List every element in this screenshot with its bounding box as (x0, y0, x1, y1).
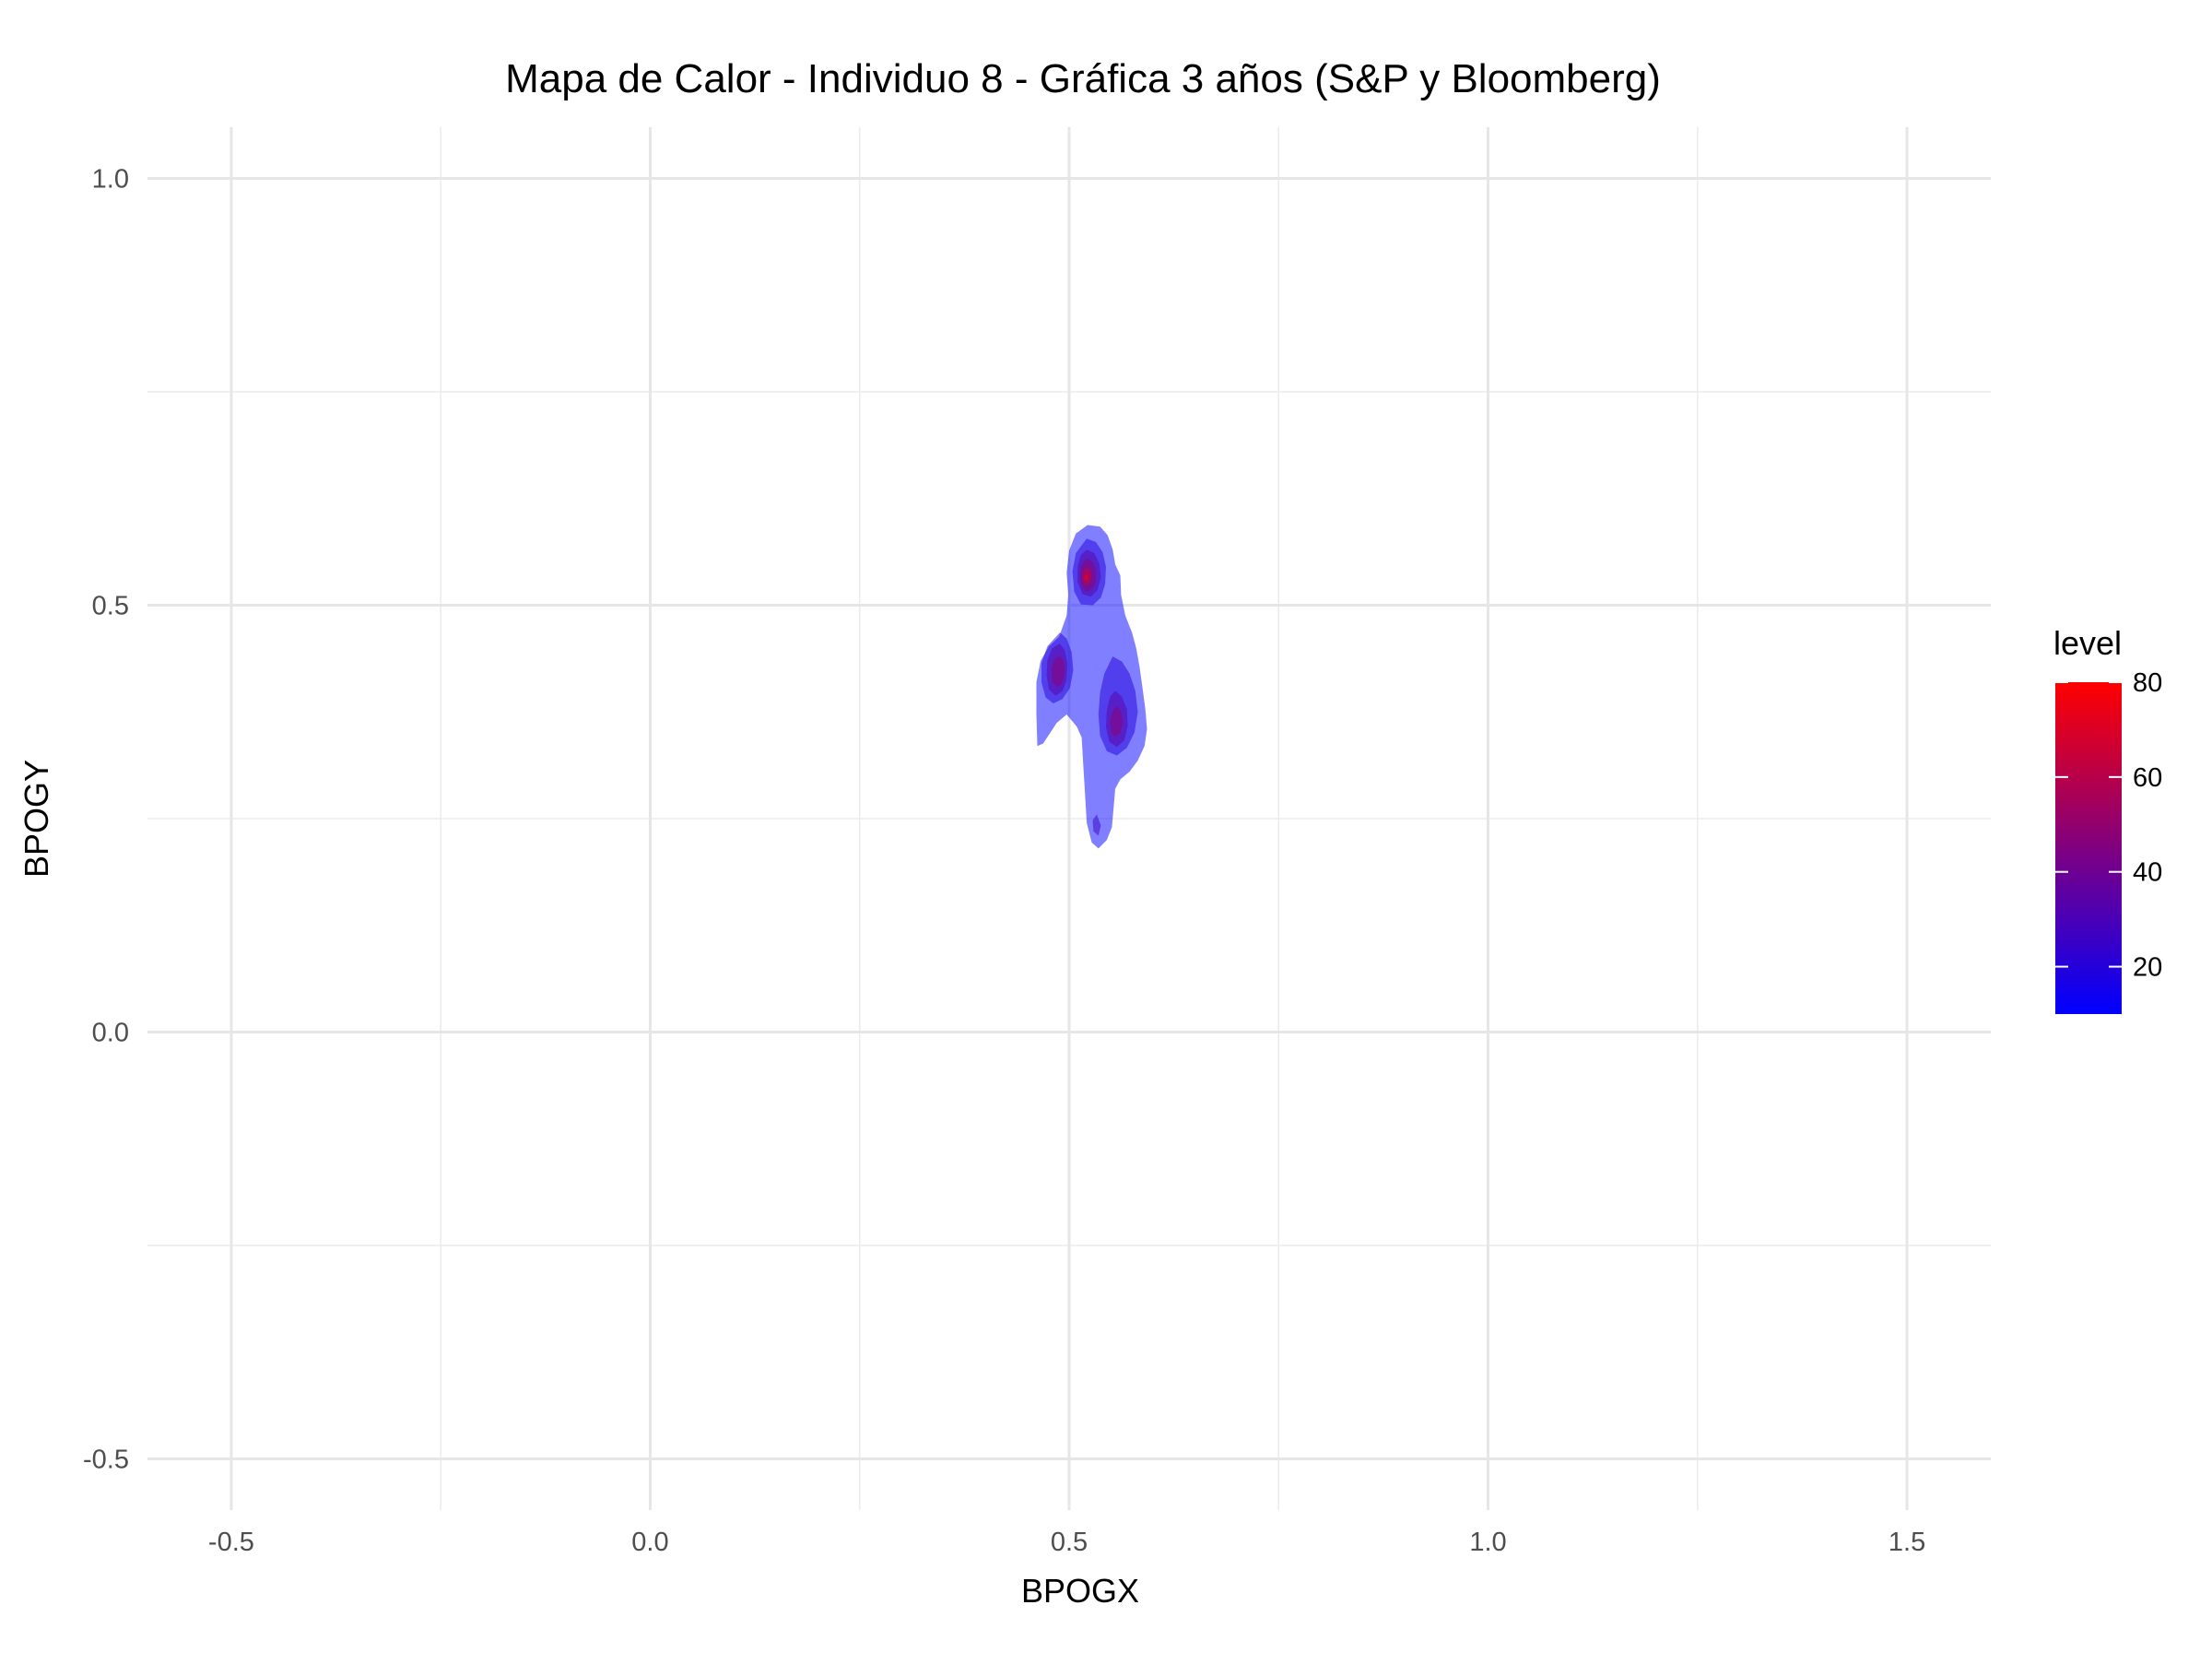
y-tick-label: -0.5 (83, 1445, 129, 1474)
y-axis-label: BPOGY (18, 760, 55, 878)
legend-tick-label: 40 (2133, 858, 2162, 888)
x-axis-ticks: -0.5 0.0 0.5 1.0 1.5 (208, 1528, 1925, 1557)
density-contour-level-50 (1110, 705, 1124, 738)
y-tick-label: 0.0 (92, 1018, 129, 1047)
legend-colorbar (2055, 682, 2122, 1014)
legend: level 20 40 60 80 (2053, 624, 2162, 1014)
x-tick-label: 0.5 (1051, 1528, 1088, 1557)
x-tick-label: 0.0 (631, 1528, 668, 1557)
legend-tick-label: 60 (2133, 763, 2162, 793)
x-tick-label: -0.5 (208, 1528, 254, 1557)
x-axis-label: BPOGX (1021, 1572, 1139, 1610)
legend-tick-label: 20 (2133, 953, 2162, 983)
y-tick-label: 0.5 (92, 592, 129, 621)
legend-tick-label: 80 (2133, 668, 2162, 698)
density-contour-level-25 (1092, 814, 1101, 836)
x-tick-label: 1.0 (1469, 1528, 1506, 1557)
density-contour-level-10 (1036, 525, 1147, 849)
y-axis-ticks: -0.5 0.0 0.5 1.0 (83, 165, 129, 1475)
x-tick-label: 1.5 (1888, 1528, 1925, 1557)
density-contour-level-80 (1084, 573, 1088, 581)
legend-title: level (2053, 624, 2122, 662)
density-contours (1036, 525, 1147, 849)
density-contour-level-50 (1051, 655, 1065, 688)
y-tick-label: 1.0 (92, 165, 129, 195)
legend-ticks: 20 40 60 80 (2055, 668, 2162, 983)
chart-title: Mapa de Calor - Individuo 8 - Gráfica 3 … (505, 56, 1661, 101)
